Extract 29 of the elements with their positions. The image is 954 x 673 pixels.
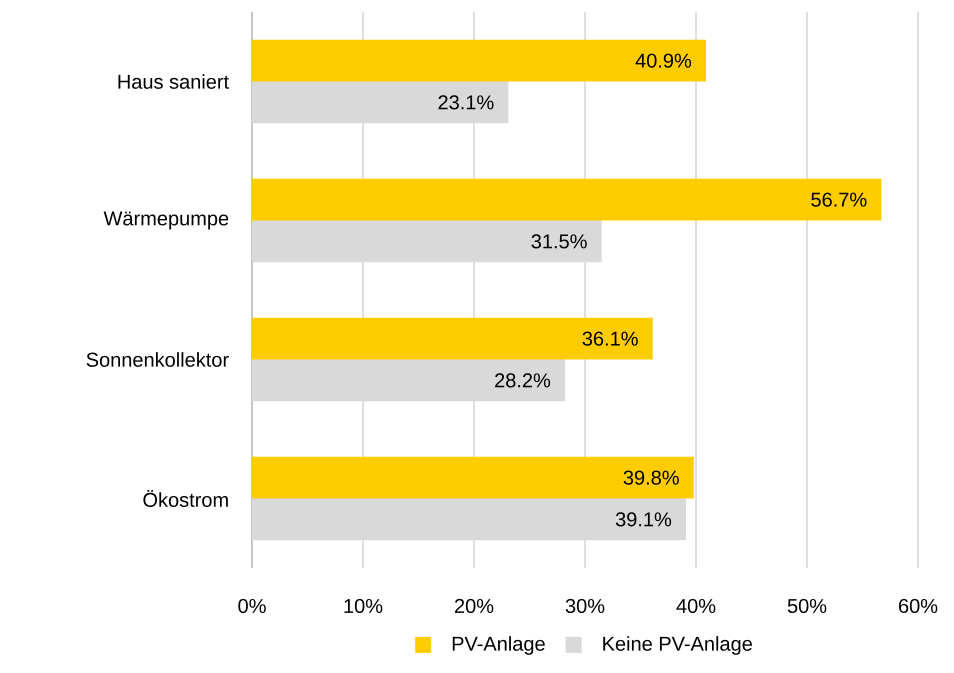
- data-label: 39.8%: [624, 470, 679, 485]
- x-tick-label: 0%: [238, 598, 266, 614]
- bar: [252, 40, 706, 82]
- x-tick-label: 30%: [566, 598, 604, 614]
- bar: [252, 318, 653, 360]
- bar: [252, 82, 508, 124]
- x-tick-label: 10%: [344, 598, 382, 614]
- bar: [252, 178, 882, 221]
- y-tick-label: Ökostrom: [143, 490, 228, 507]
- x-tick-label: 60%: [899, 598, 938, 614]
- legend-label: PV-Anlage: [452, 636, 545, 655]
- y-tick-label: Haus saniert: [118, 74, 229, 89]
- data-label: 23.1%: [438, 95, 494, 110]
- bar: [252, 360, 566, 402]
- legend-label: Keine PV-Anlage: [603, 636, 752, 655]
- bar: [252, 456, 694, 499]
- x-tick-label: 40%: [676, 598, 716, 614]
- data-label: 39.1%: [616, 512, 672, 526]
- data-label: 56.7%: [811, 192, 866, 207]
- data-label: 28.2%: [495, 373, 550, 388]
- y-tick-label: Sonnenkollektor: [86, 352, 229, 367]
- x-tick-label: 20%: [454, 598, 494, 614]
- bar: [252, 498, 686, 540]
- data-label: 31.5%: [532, 234, 587, 248]
- bar: [252, 220, 602, 262]
- y-tick-label: Wärmepumpe: [104, 212, 228, 230]
- x-tick-label: 50%: [788, 598, 826, 614]
- data-label: 40.9%: [636, 54, 692, 68]
- data-label: 36.1%: [582, 332, 638, 346]
